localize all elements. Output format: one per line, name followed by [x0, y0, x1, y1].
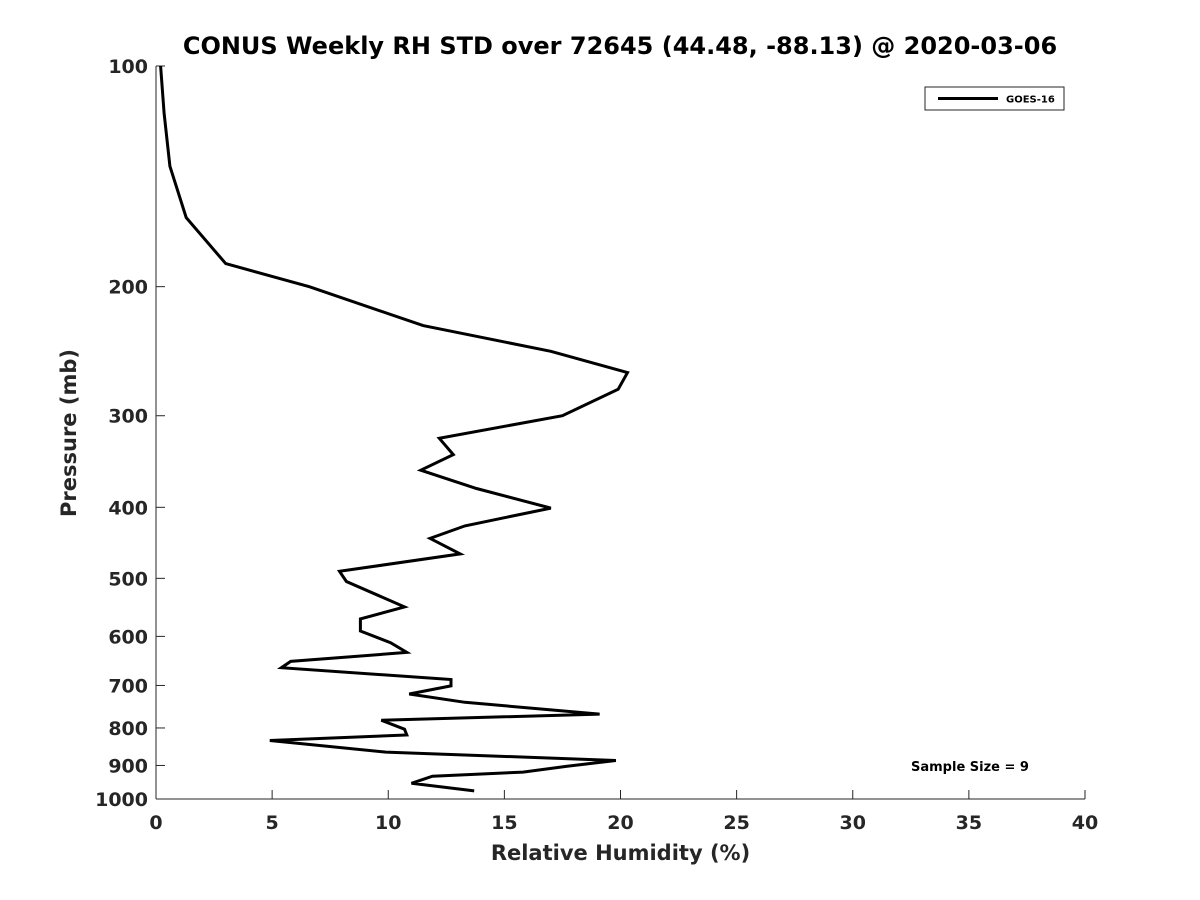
x-tick-label: 20: [607, 812, 633, 834]
x-tick-label: 30: [840, 812, 866, 834]
x-axis-ticks: 0 5 10 15 20 25 30 35 40: [149, 790, 1098, 834]
y-tick-label: 1000: [95, 789, 148, 811]
x-tick-label: 40: [1072, 812, 1098, 834]
y-tick-label: 700: [108, 675, 148, 697]
legend-label-goes-16: GOES-16: [1006, 95, 1055, 106]
y-tick-label: 300: [108, 406, 148, 428]
y-tick-label: 900: [108, 755, 148, 777]
chart-title: CONUS Weekly RH STD over 72645 (44.48, -…: [183, 32, 1057, 60]
y-tick-label: 600: [108, 626, 148, 648]
x-tick-label: 35: [956, 812, 982, 834]
y-tick-label: 500: [108, 568, 148, 590]
y-tick-label: 200: [108, 277, 148, 299]
x-tick-label: 15: [491, 812, 517, 834]
series-layer: [159, 65, 630, 793]
y-tick-label: 100: [108, 56, 148, 78]
x-tick-label: 25: [723, 812, 749, 834]
x-tick-label: 5: [266, 812, 279, 834]
y-tick-label: 400: [108, 497, 148, 519]
x-axis-label: Relative Humidity (%): [491, 841, 750, 865]
series-line-goes-16: [159, 65, 630, 793]
x-tick-label: 10: [375, 812, 401, 834]
y-axis-ticks: 100 200 300 400 500 600 700 800 900 1000: [95, 56, 165, 811]
sample-size-annotation: Sample Size = 9: [911, 760, 1029, 775]
x-tick-label: 0: [149, 812, 162, 834]
y-axis-label: Pressure (mb): [57, 349, 81, 517]
y-tick-label: 800: [108, 718, 148, 740]
legend: GOES-16: [924, 86, 1065, 111]
